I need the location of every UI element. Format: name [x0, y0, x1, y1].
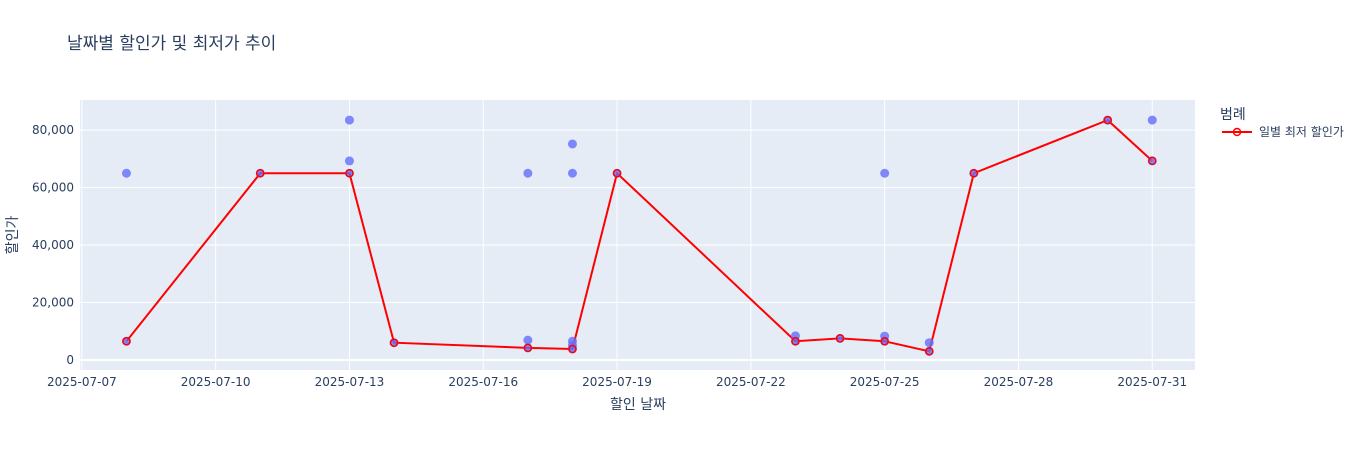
y-axis-title: 할인가	[5, 216, 21, 255]
x-tick-label: 2025-07-16	[448, 375, 518, 389]
plot-area	[80, 100, 1195, 370]
x-tick-label: 2025-07-19	[582, 375, 652, 389]
scatter-point	[880, 168, 890, 178]
lowest-price-marker	[969, 168, 979, 178]
x-tick-label: 2025-07-13	[315, 375, 385, 389]
y-tick-label: 40,000	[32, 238, 74, 252]
lowest-price-marker	[880, 337, 889, 346]
lowest-price-line	[125, 118, 1153, 353]
legend-item-lowest-price[interactable]: 일별 최저 할인가	[1222, 125, 1344, 139]
lowest-price-marker	[523, 343, 533, 353]
lowest-price-marker	[791, 337, 800, 346]
x-axis-title: 할인 날짜	[610, 397, 666, 413]
lowest-price-marker	[568, 344, 577, 354]
line-layer	[125, 118, 1153, 353]
scatter-point	[924, 338, 934, 348]
scatter-point	[344, 115, 354, 125]
lowest-price-marker	[256, 168, 265, 178]
lowest-price-marker	[1148, 156, 1157, 166]
y-tick-label: 0	[66, 353, 74, 367]
x-tick-label: 2025-07-31	[1117, 375, 1187, 389]
lowest-price-marker	[835, 334, 845, 343]
scatter-point	[344, 156, 354, 166]
lowest-price-marker	[122, 337, 131, 346]
scatter-point	[121, 168, 131, 178]
lowest-price-marker	[345, 168, 354, 178]
scatter-point	[567, 168, 577, 178]
legend-title: 범례	[1220, 107, 1246, 123]
legend-label: 일별 최저 할인가	[1259, 125, 1344, 139]
x-tick-labels: 2025-07-07 2025-07-10 2025-07-13 2025-07-16…	[47, 375, 1187, 389]
lowest-price-marker	[389, 338, 399, 347]
y-tick-label: 60,000	[32, 181, 74, 195]
legend-marker-swatch	[1232, 127, 1242, 137]
x-tick-label: 2025-07-07	[47, 375, 117, 389]
lowest-price-marker	[1103, 115, 1112, 125]
scatter-point	[523, 335, 533, 345]
chart-title: 날짜별 할인가 및 최저가 추이	[67, 34, 276, 54]
x-tick-label: 2025-07-28	[984, 375, 1054, 389]
grid-layer	[80, 100, 1195, 370]
scatter-point	[523, 168, 533, 178]
scatter-point	[1147, 115, 1157, 125]
y-tick-label: 80,000	[32, 123, 74, 137]
x-tick-label: 2025-07-22	[716, 375, 786, 389]
lowest-price-marker	[925, 347, 934, 356]
y-tick-labels: 0 20,000 40,000 60,000 80,000	[32, 123, 74, 367]
scatter-layer	[121, 115, 1157, 356]
lowest-price-marker	[612, 168, 622, 178]
x-tick-label: 2025-07-10	[181, 375, 251, 389]
legend[interactable]: 범례 일별 최저 할인가	[1220, 107, 1344, 139]
x-tick-label: 2025-07-25	[850, 375, 920, 389]
y-tick-label: 20,000	[32, 296, 74, 310]
scatter-point	[567, 139, 577, 149]
